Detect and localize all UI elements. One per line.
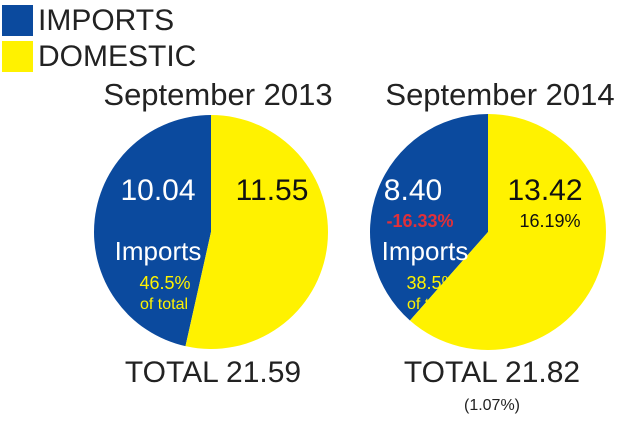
share-note: of total [407, 296, 455, 313]
pie-slice [369, 113, 488, 321]
value-label: 13.42 [507, 174, 582, 207]
share-label: 38.5% [406, 273, 457, 293]
chart-title: September 2013 [103, 77, 332, 112]
total-change: (1.07%) [464, 397, 520, 414]
pie-slice [185, 115, 329, 350]
total-label: TOTAL 21.59 [125, 356, 301, 389]
legend-label: DOMESTIC [38, 40, 196, 73]
change-label: -16.33% [386, 211, 453, 231]
total-label: TOTAL 21.82 [404, 356, 580, 389]
slice-label: Imports [115, 236, 202, 266]
legend-swatch [2, 5, 33, 36]
value-label: 10.04 [120, 174, 195, 207]
share-note: of total [140, 296, 188, 313]
change-label: 16.19% [519, 211, 580, 231]
legend-label: IMPORTS [38, 4, 174, 37]
pie-slice [94, 115, 211, 347]
pie-slice [409, 114, 606, 350]
slice-label: Imports [382, 236, 469, 266]
chart-title: September 2014 [385, 77, 614, 112]
value-label: 11.55 [236, 174, 309, 207]
legend-swatch [2, 41, 33, 72]
value-label: 8.40 [384, 174, 442, 207]
share-label: 46.5% [139, 273, 190, 293]
